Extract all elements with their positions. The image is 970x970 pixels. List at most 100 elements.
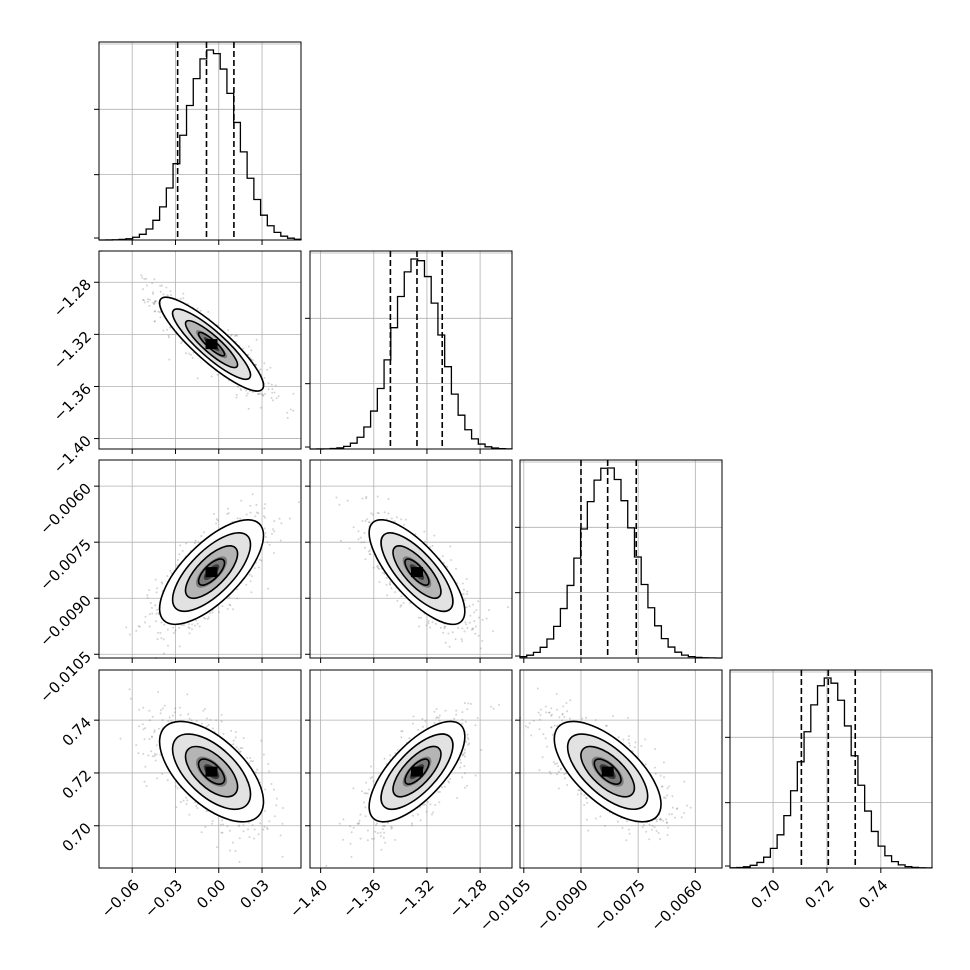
scatter-point bbox=[481, 639, 484, 642]
scatter-point bbox=[442, 631, 445, 634]
scatter-point bbox=[200, 722, 203, 725]
scatter-point bbox=[251, 391, 254, 393]
scatter-point bbox=[576, 793, 579, 796]
scatter-point bbox=[266, 826, 269, 829]
scatter-panel-1-0 bbox=[94, 250, 302, 454]
scatter-point bbox=[196, 807, 199, 809]
scatter-point bbox=[367, 788, 370, 791]
scatter-point bbox=[412, 722, 415, 725]
scatter-point bbox=[361, 520, 364, 522]
histogram-step bbox=[98, 49, 302, 241]
scatter-point bbox=[137, 752, 140, 755]
scatter-point bbox=[153, 278, 156, 281]
scatter-point bbox=[253, 567, 256, 570]
scatter-point bbox=[256, 511, 258, 514]
scatter-point bbox=[270, 397, 273, 399]
scatter-point bbox=[455, 713, 458, 716]
scatter-point bbox=[492, 707, 495, 710]
scatter-point bbox=[474, 625, 477, 628]
scatter-point bbox=[263, 362, 266, 365]
scatter-point bbox=[149, 602, 152, 604]
scatter-point bbox=[376, 495, 379, 498]
scatter-point bbox=[239, 747, 242, 750]
scatter-point bbox=[387, 512, 390, 515]
scatter-point bbox=[417, 813, 419, 816]
scatter-point bbox=[228, 829, 231, 832]
scatter-point bbox=[154, 310, 157, 313]
scatter-point bbox=[390, 517, 393, 520]
scatter-point bbox=[465, 577, 468, 580]
scatter-point bbox=[433, 534, 436, 537]
scatter-point bbox=[474, 632, 477, 635]
scatter-point bbox=[360, 790, 363, 793]
scatter-point bbox=[666, 794, 669, 797]
scatter-point bbox=[438, 790, 441, 793]
scatter-point bbox=[282, 807, 284, 809]
scatter-point bbox=[290, 408, 292, 411]
scatter-point bbox=[239, 517, 242, 520]
scatter-point bbox=[257, 566, 260, 569]
scatter-point bbox=[668, 785, 671, 788]
scatter-point bbox=[215, 719, 218, 722]
scatter-point bbox=[235, 396, 238, 399]
scatter-point bbox=[363, 801, 365, 804]
scatter-point bbox=[651, 824, 654, 827]
scatter-point bbox=[459, 766, 462, 769]
scatter-point bbox=[256, 768, 259, 771]
scatter-point bbox=[264, 531, 267, 534]
scatter-point bbox=[249, 504, 252, 507]
scatter-point bbox=[427, 620, 430, 623]
panel-frame bbox=[98, 250, 302, 450]
scatter-point bbox=[477, 634, 480, 637]
scatter-point bbox=[429, 803, 432, 806]
scatter-point bbox=[204, 707, 206, 710]
scatter-point bbox=[204, 826, 207, 828]
scatter-point bbox=[237, 385, 239, 388]
scatter-point bbox=[433, 722, 436, 724]
scatter-point bbox=[365, 497, 367, 500]
scatter-point bbox=[262, 753, 265, 756]
scatter-point bbox=[400, 604, 403, 607]
scatter-point bbox=[383, 511, 386, 514]
scatter-point bbox=[456, 797, 459, 799]
scatter-point bbox=[629, 744, 631, 747]
scatter-point bbox=[159, 311, 161, 314]
scatter-point bbox=[247, 828, 249, 831]
scatter-point bbox=[253, 828, 256, 831]
scatter-point bbox=[451, 631, 454, 634]
scatter-point bbox=[378, 581, 381, 584]
scatter-point bbox=[246, 392, 249, 395]
scatter-point bbox=[211, 611, 214, 614]
scatter-point bbox=[404, 518, 407, 521]
scatter-point bbox=[148, 719, 151, 722]
scatter-point bbox=[148, 589, 151, 592]
scatter-point bbox=[434, 622, 437, 625]
scatter-point bbox=[485, 617, 488, 620]
scatter-point bbox=[389, 583, 392, 586]
contour-2 bbox=[184, 545, 239, 600]
scatter-point bbox=[424, 719, 427, 722]
scatter-point bbox=[357, 530, 360, 533]
scatter-point bbox=[554, 763, 557, 765]
scatter-point bbox=[457, 626, 460, 629]
scatter-point bbox=[261, 393, 264, 396]
scatter-point bbox=[185, 796, 188, 799]
scatter-point bbox=[238, 837, 241, 840]
scatter-point bbox=[187, 623, 190, 626]
scatter-point bbox=[147, 754, 150, 757]
scatter-point bbox=[197, 541, 200, 544]
scatter-point bbox=[161, 582, 164, 585]
scatter-point bbox=[145, 785, 148, 787]
scatter-point bbox=[148, 613, 151, 616]
scatter-point bbox=[468, 621, 471, 624]
scatter-point bbox=[229, 334, 232, 337]
scatter-point bbox=[275, 797, 278, 800]
scatter-point bbox=[245, 513, 248, 516]
scatter-point bbox=[260, 739, 263, 742]
scatter-point bbox=[185, 542, 188, 545]
scatter-point bbox=[444, 641, 447, 644]
scatter-point bbox=[248, 573, 251, 576]
scatter-point bbox=[288, 517, 291, 520]
scatter-point bbox=[463, 772, 466, 775]
scatter-point bbox=[138, 625, 141, 628]
